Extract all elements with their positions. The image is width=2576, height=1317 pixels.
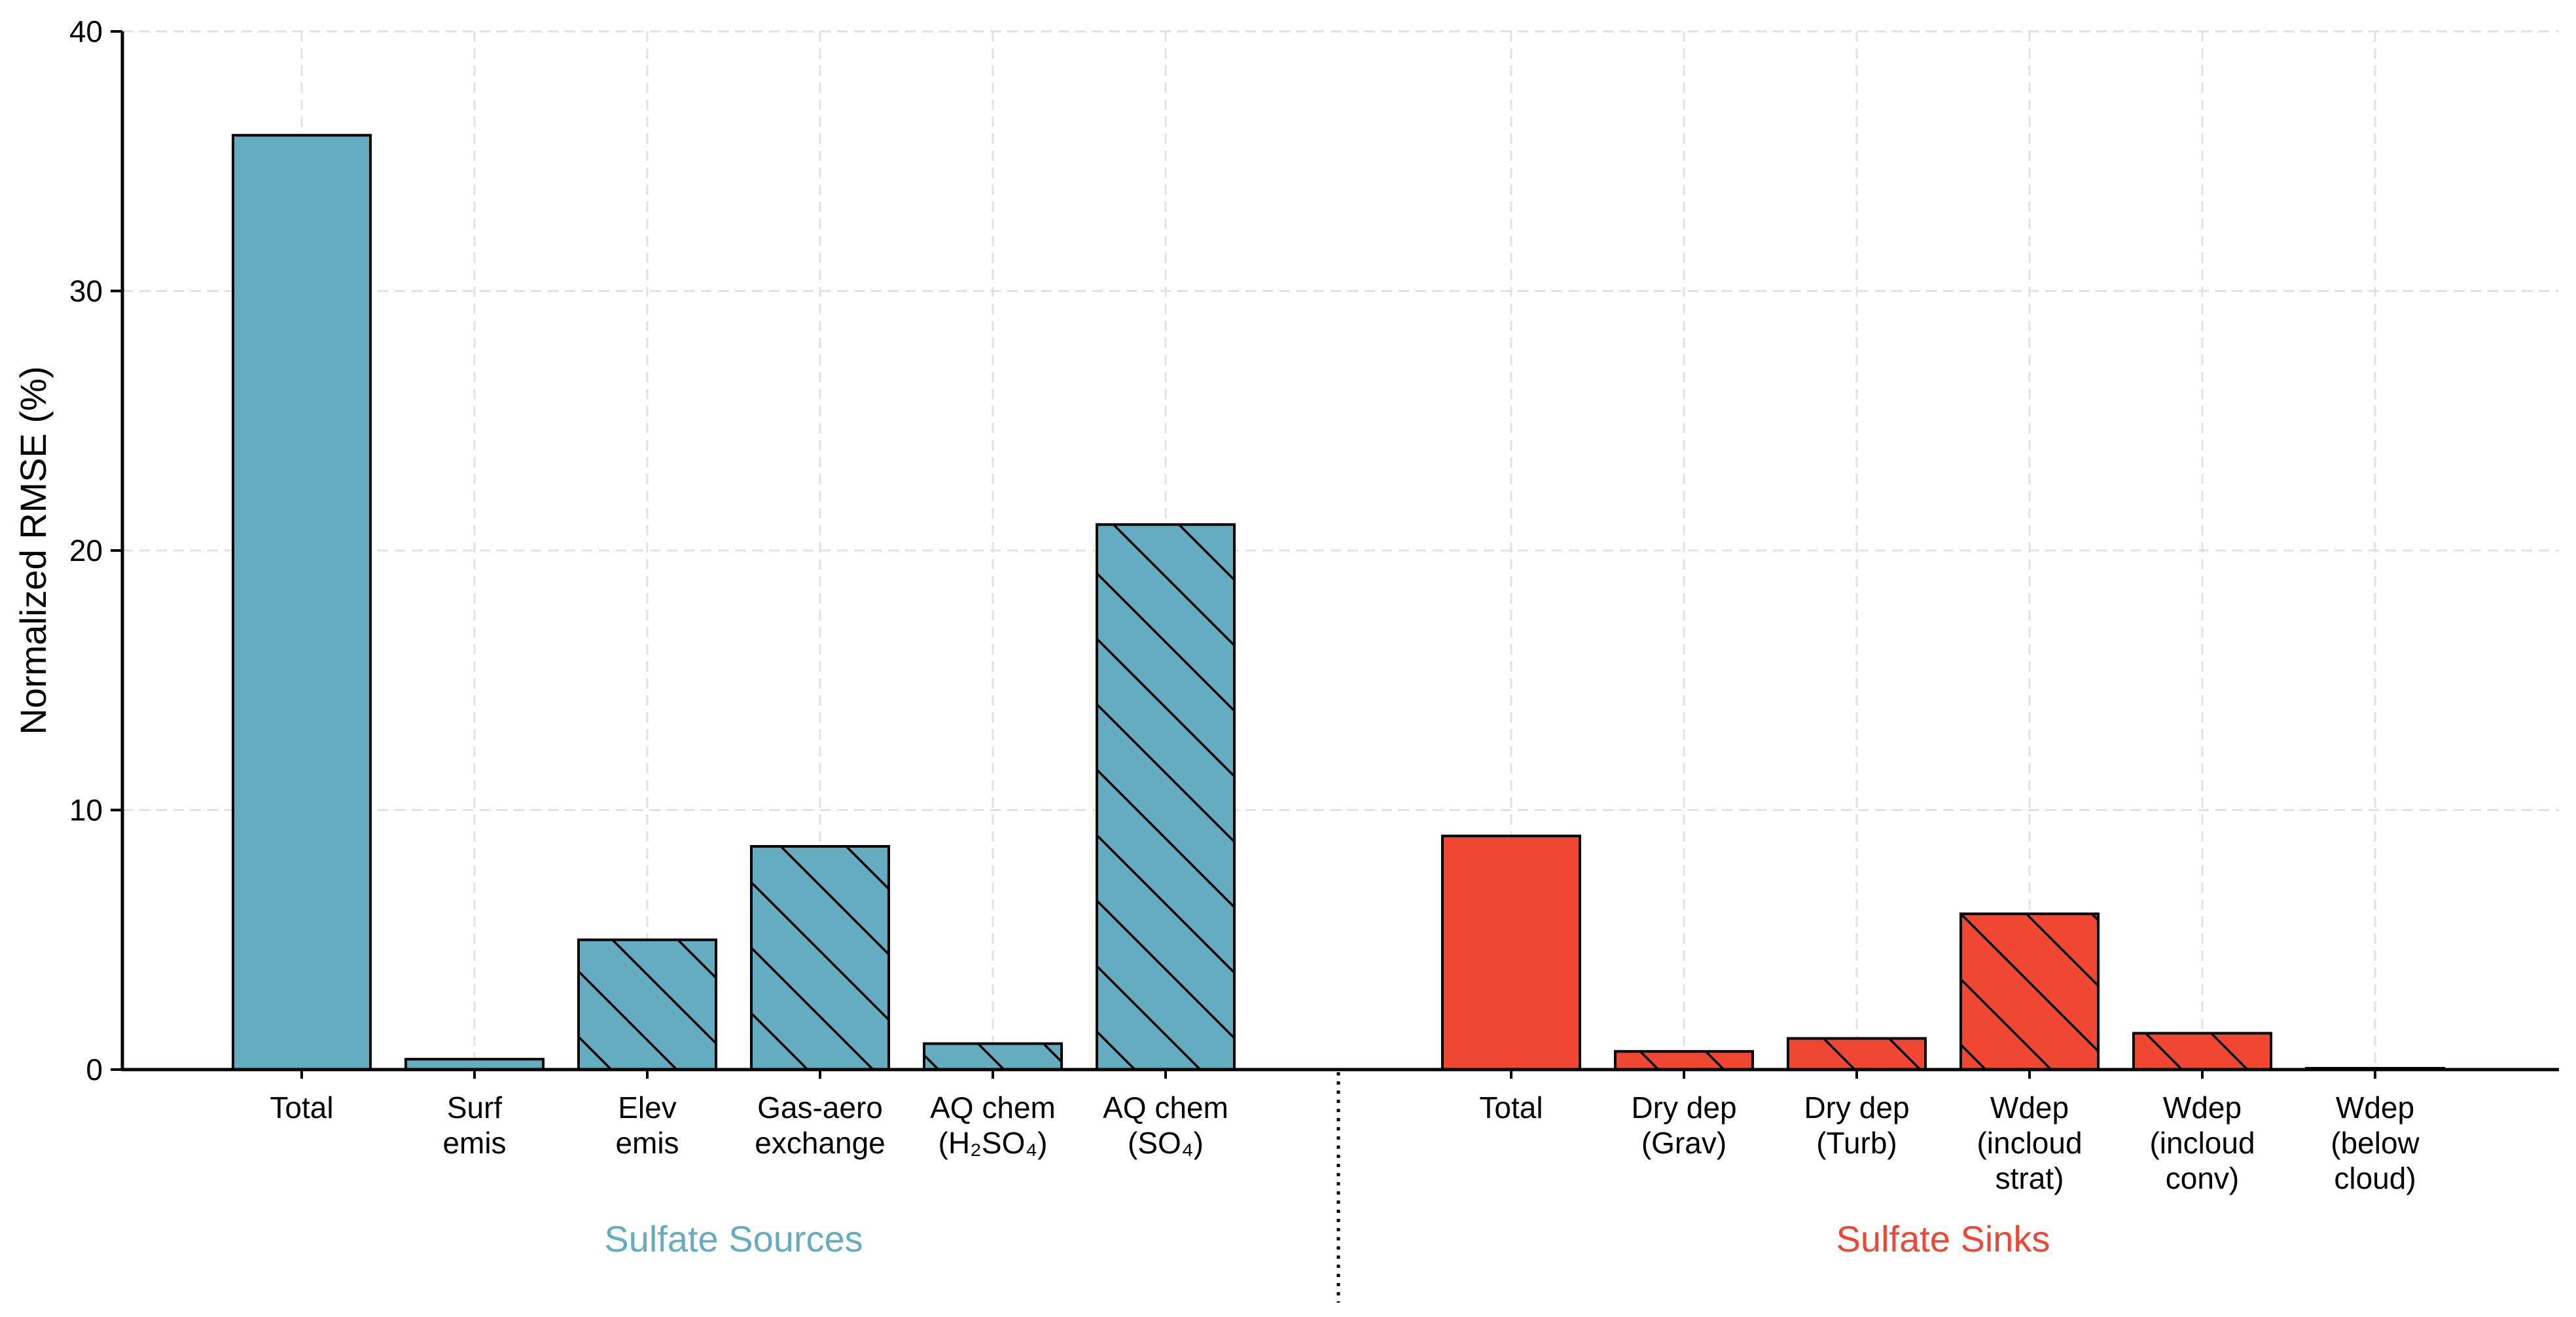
bar-source-0 <box>233 135 370 1070</box>
x-tick-label: Wdep (incloud strat) <box>1977 1091 2082 1195</box>
y-tick-label: 40 <box>69 14 103 48</box>
x-tick-label-line: AQ chem <box>1103 1091 1228 1125</box>
grid-lines <box>122 30 2559 1070</box>
x-tick-label-line: (incloud <box>1977 1126 2082 1160</box>
bar-hatch <box>1615 1051 1753 1070</box>
x-tick-label-line: Gas-aero <box>757 1091 883 1125</box>
x-tick-label-line: (Turb) <box>1816 1126 1897 1160</box>
bar-source-1 <box>406 1059 543 1070</box>
x-tick-label-line: (incloud <box>2149 1126 2255 1160</box>
x-tick-label-line: Dry dep <box>1631 1091 1736 1125</box>
bar-sink-0 <box>1442 836 1580 1070</box>
y-tick-label: 30 <box>69 274 103 308</box>
x-tick-label: Wdep (incloud conv) <box>2149 1091 2255 1195</box>
bar-hatch <box>1788 1038 1925 1070</box>
x-tick-label: Total <box>270 1091 333 1125</box>
y-tick-label: 20 <box>69 533 103 568</box>
x-tick-label-line: cloud) <box>2334 1161 2416 1195</box>
bar-hatch <box>1961 914 2098 1070</box>
x-tick-label-line: exchange <box>755 1126 885 1160</box>
y-tick-label: 0 <box>86 1053 103 1087</box>
sinks-group-title: Sulfate Sinks <box>1836 1218 2050 1259</box>
x-tick-label-line: Wdep <box>2163 1091 2242 1125</box>
x-tick-label-line: Surf <box>447 1091 503 1125</box>
bar-hatch <box>579 939 716 1070</box>
x-tick-label-line: conv) <box>2166 1161 2239 1195</box>
x-tick-label: Dry dep (Turb) <box>1804 1091 1909 1160</box>
bars <box>232 134 2445 1072</box>
x-tick-label: Gas-aero exchange <box>755 1091 885 1160</box>
x-tick-label: Elev emis <box>615 1091 679 1160</box>
axes <box>111 30 2559 1303</box>
x-tick-label-line: Wdep <box>1990 1091 2069 1125</box>
x-tick-label-line: (below <box>2331 1126 2420 1160</box>
x-tick-label-line: Total <box>270 1091 333 1125</box>
bar-hatch <box>751 846 889 1070</box>
x-tick-label-line: (Grav) <box>1641 1126 1726 1160</box>
x-tick-label-line: Dry dep <box>1804 1091 1909 1125</box>
x-tick-label: AQ chem (H₂SO₄) <box>930 1091 1056 1160</box>
bar-hatch <box>1097 524 1234 1070</box>
x-tick-label-line: strat) <box>1995 1161 2064 1195</box>
sources-group-title: Sulfate Sources <box>604 1218 863 1259</box>
x-tick-label: Surf emis <box>442 1091 506 1160</box>
x-tick-label-line: (SO₄) <box>1128 1126 1204 1160</box>
x-tick-label: Dry dep (Grav) <box>1631 1091 1736 1160</box>
x-tick-label-line: emis <box>615 1126 679 1160</box>
bar-hatch <box>924 1043 1062 1070</box>
x-tick-label: Total <box>1479 1091 1543 1125</box>
bar-hatch <box>2134 1033 2271 1070</box>
x-tick-label-line: Total <box>1479 1091 1543 1125</box>
x-tick-label-line: Elev <box>618 1091 676 1125</box>
y-axis-title: Normalized RMSE (%) <box>12 366 54 734</box>
x-tick-label-line: Wdep <box>2336 1091 2414 1125</box>
x-tick-label-line: emis <box>442 1126 506 1160</box>
y-tick-label: 10 <box>69 793 103 827</box>
x-tick-label: AQ chem (SO₄) <box>1103 1091 1228 1160</box>
x-tick-label-line: (H₂SO₄) <box>939 1126 1048 1160</box>
x-tick-label-line: AQ chem <box>930 1091 1056 1125</box>
x-tick-label: Wdep (below cloud) <box>2331 1091 2420 1195</box>
